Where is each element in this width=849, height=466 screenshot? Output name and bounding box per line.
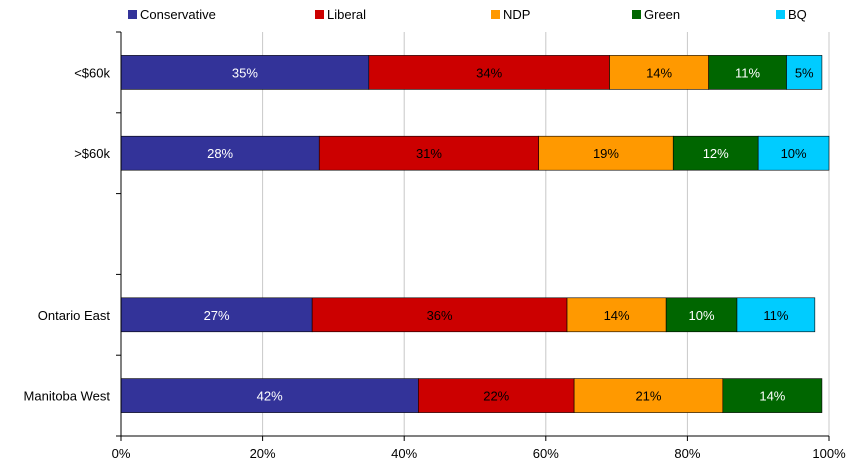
data-label: 35% (232, 65, 258, 80)
data-label: 21% (635, 389, 661, 404)
category-label: >$60k (74, 146, 110, 161)
data-label: 11% (763, 308, 788, 323)
data-label: 12% (703, 146, 729, 161)
bar-segment (120, 55, 370, 90)
data-label: 14% (759, 389, 785, 404)
bars: 35% 34% 14% 11% 5% 28% 31% 19% 12% 10% 27% 36% 14% 10… (120, 55, 830, 413)
bar-segment (120, 378, 419, 413)
bar-segment (566, 297, 667, 333)
data-label: 11% (735, 65, 760, 80)
category-label: Manitoba West (24, 389, 111, 404)
data-label: 14% (604, 308, 630, 323)
x-tick-label: 60% (533, 446, 559, 461)
legend-swatch-conservative (128, 10, 137, 19)
data-label: 19% (593, 146, 619, 161)
category-label: <$60k (74, 65, 110, 80)
bar-segment (786, 55, 823, 90)
data-label: 14% (646, 65, 672, 80)
legend-label-green: Green (644, 7, 680, 22)
category-label: Ontario East (38, 308, 111, 323)
legend-label-bq: BQ (788, 7, 807, 22)
data-label: 22% (483, 389, 509, 404)
gridlines (262, 32, 830, 436)
legend: Conservative Liberal NDP Green BQ (128, 7, 807, 22)
bar-segment (609, 55, 709, 90)
data-label: 34% (476, 65, 502, 80)
x-tick-label: 40% (391, 446, 417, 461)
legend-swatch-ndp (491, 10, 500, 19)
legend-swatch-bq (776, 10, 785, 19)
bar-segment (672, 135, 759, 171)
x-tick-label: 0% (112, 446, 131, 461)
legend-label-ndp: NDP (503, 7, 530, 22)
axes: 0% 20% 40% 60% 80% 100% <$60k >$60k Ontario East… (24, 31, 846, 461)
bar-segment (120, 135, 320, 171)
x-tick-label: 80% (674, 446, 700, 461)
data-label: 10% (781, 146, 807, 161)
data-label: 42% (257, 389, 283, 404)
x-tick-label: 100% (812, 446, 846, 461)
bar-segment (120, 297, 313, 333)
bar-segment (757, 135, 830, 171)
bar-segment (573, 378, 724, 413)
data-label: 28% (207, 146, 233, 161)
bar-segment (722, 378, 823, 413)
bar-segment (708, 55, 787, 90)
x-tick-label: 20% (250, 446, 276, 461)
legend-label-liberal: Liberal (327, 7, 366, 22)
bar-segment (418, 378, 575, 413)
data-label: 31% (416, 146, 442, 161)
legend-swatch-liberal (315, 10, 324, 19)
bar-segment (368, 55, 610, 90)
bar-segment (318, 135, 540, 171)
data-label: 27% (204, 308, 230, 323)
legend-label-conservative: Conservative (140, 7, 216, 22)
bar-segment (736, 297, 816, 333)
legend-swatch-green (632, 10, 641, 19)
data-label: 10% (689, 308, 715, 323)
data-label: 5% (795, 65, 814, 80)
data-label: 36% (427, 308, 453, 323)
